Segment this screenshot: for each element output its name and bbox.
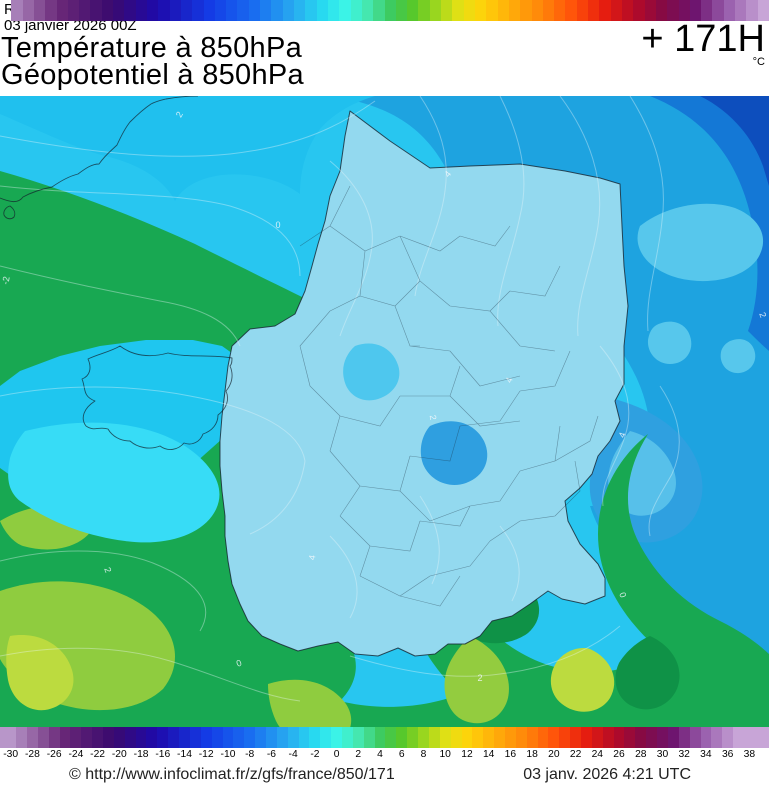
svg-text:22: 22 xyxy=(570,749,582,760)
svg-text:-2: -2 xyxy=(0,276,11,286)
svg-text:-6: -6 xyxy=(267,749,276,760)
svg-text:2: 2 xyxy=(477,673,482,683)
svg-text:8: 8 xyxy=(421,749,427,760)
svg-text:-30: -30 xyxy=(3,749,18,760)
svg-text:-26: -26 xyxy=(47,749,62,760)
svg-text:14: 14 xyxy=(483,749,495,760)
svg-text:-4: -4 xyxy=(289,749,298,760)
svg-text:4: 4 xyxy=(377,749,383,760)
svg-text:-2: -2 xyxy=(310,749,319,760)
svg-text:-14: -14 xyxy=(177,749,192,760)
svg-text:-28: -28 xyxy=(25,749,40,760)
svg-text:36: 36 xyxy=(722,749,734,760)
svg-text:10: 10 xyxy=(439,749,451,760)
svg-text:0: 0 xyxy=(334,749,340,760)
svg-text:18: 18 xyxy=(526,749,538,760)
svg-text:34: 34 xyxy=(700,749,712,760)
svg-text:20: 20 xyxy=(548,749,560,760)
svg-text:-8: -8 xyxy=(245,749,254,760)
svg-text:0: 0 xyxy=(275,220,280,230)
svg-text:-24: -24 xyxy=(68,749,83,760)
svg-text:16: 16 xyxy=(505,749,517,760)
svg-text:-16: -16 xyxy=(155,749,170,760)
svg-text:2: 2 xyxy=(355,749,361,760)
svg-text:-10: -10 xyxy=(221,749,236,760)
svg-text:28: 28 xyxy=(635,749,647,760)
svg-text:30: 30 xyxy=(657,749,669,760)
svg-text:24: 24 xyxy=(592,749,604,760)
svg-text:32: 32 xyxy=(678,749,690,760)
svg-text:-20: -20 xyxy=(112,749,127,760)
svg-text:-12: -12 xyxy=(199,749,214,760)
svg-text:38: 38 xyxy=(744,749,756,760)
svg-text:-18: -18 xyxy=(134,749,149,760)
svg-text:26: 26 xyxy=(613,749,625,760)
svg-text:-22: -22 xyxy=(90,749,105,760)
svg-text:12: 12 xyxy=(461,749,473,760)
svg-text:6: 6 xyxy=(399,749,405,760)
